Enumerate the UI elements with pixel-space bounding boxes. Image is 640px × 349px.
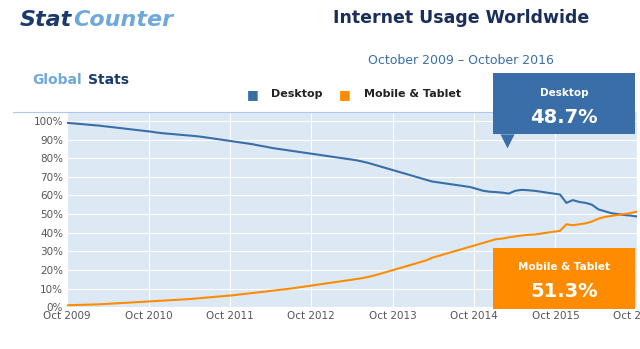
Text: October 2009 – October 2016: October 2009 – October 2016 (368, 54, 554, 67)
Text: 51.3%: 51.3% (530, 282, 598, 301)
Text: Mobile & Tablet: Mobile & Tablet (518, 262, 610, 272)
Text: 48.7%: 48.7% (530, 108, 598, 127)
Text: Desktop: Desktop (540, 88, 588, 98)
Text: Desktop: Desktop (271, 89, 322, 99)
Text: ■: ■ (246, 88, 258, 101)
Text: Stats: Stats (88, 73, 129, 87)
Text: Internet Usage Worldwide: Internet Usage Worldwide (333, 9, 589, 27)
Text: Mobile & Tablet: Mobile & Tablet (364, 89, 461, 99)
Text: Global: Global (32, 73, 82, 87)
Text: Stat: Stat (19, 10, 72, 30)
Text: ■: ■ (339, 88, 351, 101)
Text: Counter: Counter (74, 10, 173, 30)
